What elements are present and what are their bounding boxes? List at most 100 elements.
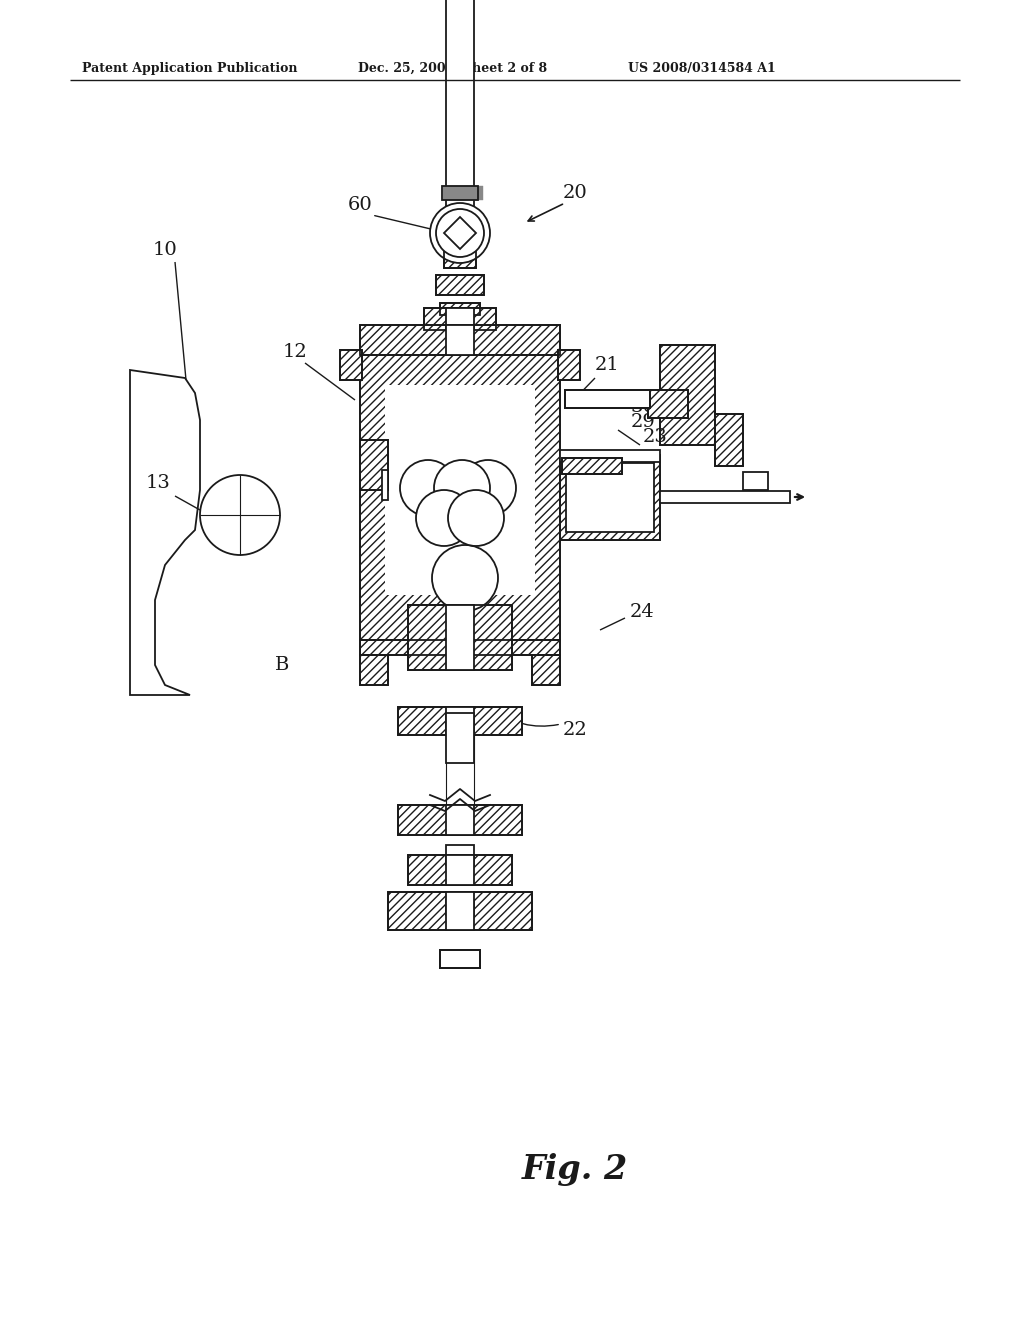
Bar [388,892,532,931]
Bar [715,414,743,466]
Bar [382,470,388,500]
Bar [473,186,478,201]
Bar [398,805,522,836]
Bar [565,389,650,408]
Bar [424,308,496,330]
Circle shape [436,209,484,257]
Bar [444,249,476,268]
Bar [360,325,560,355]
Bar [453,186,458,201]
Bar [715,414,743,466]
Bar [446,892,474,931]
Bar [558,350,580,380]
Bar [458,186,463,201]
Bar [408,855,512,884]
Circle shape [400,459,456,516]
Text: Fig. 2: Fig. 2 [522,1154,628,1187]
Bar [440,950,480,968]
Polygon shape [130,370,200,696]
Circle shape [449,490,504,546]
Bar [565,389,650,408]
Bar [660,345,715,445]
Text: 21: 21 [595,356,620,374]
Bar [408,605,512,671]
Bar [446,708,474,735]
Bar [360,325,560,355]
Circle shape [432,545,498,611]
Bar [446,308,474,330]
Bar [532,655,560,685]
Circle shape [200,475,280,554]
Bar [360,655,388,685]
Bar [360,355,560,640]
Bar [385,385,535,595]
Bar [446,900,474,915]
Text: 23: 23 [643,428,668,446]
Bar [446,605,474,671]
Bar [446,805,474,836]
Bar [440,950,480,968]
Text: Patent Application Publication: Patent Application Publication [82,62,298,75]
Text: B: B [274,656,289,675]
Bar [449,186,453,201]
Text: 12: 12 [283,343,307,360]
Bar [743,473,768,490]
Bar [388,892,532,931]
Bar [398,708,522,735]
Text: Dec. 25, 2008  Sheet 2 of 8: Dec. 25, 2008 Sheet 2 of 8 [358,62,547,75]
Text: 13: 13 [145,474,170,492]
Bar [566,463,654,532]
Bar [446,845,474,865]
Bar [443,186,449,201]
Bar [360,440,388,490]
Bar [340,350,362,380]
Polygon shape [444,216,476,249]
Bar [424,308,496,330]
Bar [446,0,474,268]
Bar [436,275,484,294]
Bar [478,186,483,201]
Text: US 2008/0314584 A1: US 2008/0314584 A1 [628,62,776,75]
Bar [648,389,688,418]
Bar [446,713,474,763]
Circle shape [434,459,490,516]
Bar [444,249,476,268]
Bar [562,458,622,474]
Text: 20: 20 [562,183,588,202]
Text: 29: 29 [631,413,655,432]
Bar [360,640,560,655]
Text: F: F [745,479,759,498]
Text: 30: 30 [631,399,655,416]
Circle shape [416,490,472,546]
Bar [440,304,480,315]
Bar [660,491,790,503]
Bar [360,640,560,655]
Bar [648,389,688,418]
Bar [565,389,650,408]
Bar [398,708,522,735]
Bar [440,304,480,315]
Bar [442,186,478,201]
Circle shape [460,459,516,516]
Bar [468,186,473,201]
Bar [446,855,474,884]
Text: 24: 24 [630,603,654,620]
Bar [408,855,512,884]
Bar [436,275,484,294]
Bar [660,345,715,445]
Text: 10: 10 [153,242,177,259]
Bar [408,605,512,671]
Bar [360,655,388,685]
Text: 22: 22 [562,721,588,739]
Circle shape [430,203,490,263]
Bar [560,455,660,540]
Bar [463,186,468,201]
Bar [446,325,474,355]
Bar [340,350,362,380]
Bar [558,350,580,380]
Text: 60: 60 [347,195,373,214]
Bar [560,450,660,462]
Bar [360,355,560,640]
Bar [360,440,388,490]
Bar [398,805,522,836]
